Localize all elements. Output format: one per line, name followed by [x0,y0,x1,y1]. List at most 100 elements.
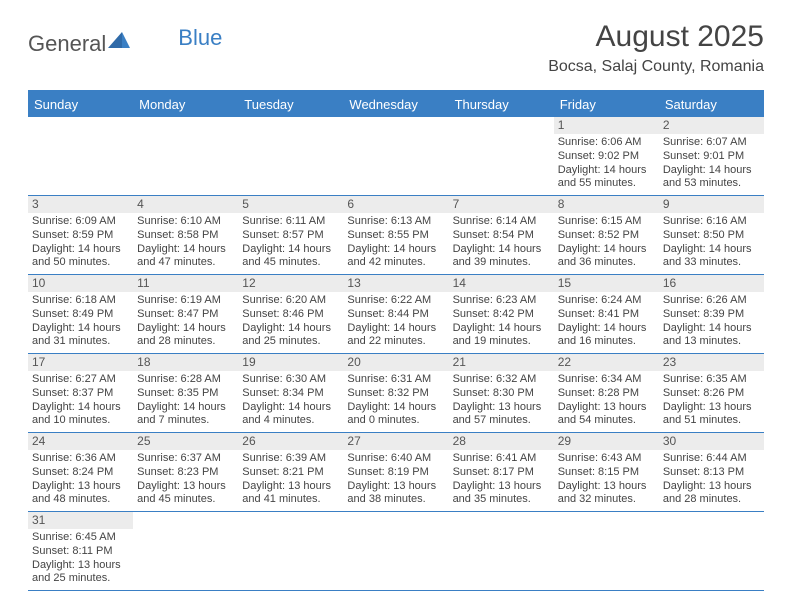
day-cell [238,512,343,590]
daylight1-text: Daylight: 14 hours [32,243,129,257]
sunset-text: Sunset: 8:35 PM [137,387,234,401]
sunset-text: Sunset: 8:57 PM [242,229,339,243]
day-cell: 14Sunrise: 6:23 AMSunset: 8:42 PMDayligh… [449,275,554,353]
daylight2-text: and 55 minutes. [558,177,655,191]
daylight1-text: Daylight: 14 hours [558,164,655,178]
sunrise-text: Sunrise: 6:30 AM [242,373,339,387]
calendar: SundayMondayTuesdayWednesdayThursdayFrid… [28,90,764,591]
day-cell: 21Sunrise: 6:32 AMSunset: 8:30 PMDayligh… [449,354,554,432]
sunrise-text: Sunrise: 6:07 AM [663,136,760,150]
sunset-text: Sunset: 8:49 PM [32,308,129,322]
daylight2-text: and 28 minutes. [663,493,760,507]
daylight1-text: Daylight: 14 hours [137,322,234,336]
daylight1-text: Daylight: 14 hours [663,322,760,336]
daylight2-text: and 32 minutes. [558,493,655,507]
daylight1-text: Daylight: 14 hours [32,401,129,415]
day-number: 16 [659,275,764,292]
daylight1-text: Daylight: 14 hours [347,322,444,336]
day-header-row: SundayMondayTuesdayWednesdayThursdayFrid… [28,92,764,117]
day-cell: 30Sunrise: 6:44 AMSunset: 8:13 PMDayligh… [659,433,764,511]
day-cell: 1Sunrise: 6:06 AMSunset: 9:02 PMDaylight… [554,117,659,195]
sunset-text: Sunset: 8:28 PM [558,387,655,401]
daylight1-text: Daylight: 13 hours [137,480,234,494]
day-number: 8 [554,196,659,213]
sunrise-text: Sunrise: 6:28 AM [137,373,234,387]
sunrise-text: Sunrise: 6:15 AM [558,215,655,229]
daylight2-text: and 13 minutes. [663,335,760,349]
daylight2-text: and 39 minutes. [453,256,550,270]
day-cell: 24Sunrise: 6:36 AMSunset: 8:24 PMDayligh… [28,433,133,511]
day-cell: 28Sunrise: 6:41 AMSunset: 8:17 PMDayligh… [449,433,554,511]
sunrise-text: Sunrise: 6:31 AM [347,373,444,387]
sunset-text: Sunset: 8:58 PM [137,229,234,243]
daylight2-text: and 25 minutes. [242,335,339,349]
sunset-text: Sunset: 8:44 PM [347,308,444,322]
day-cell: 12Sunrise: 6:20 AMSunset: 8:46 PMDayligh… [238,275,343,353]
day-number: 31 [28,512,133,529]
daylight1-text: Daylight: 14 hours [663,243,760,257]
daylight2-text: and 16 minutes. [558,335,655,349]
day-number: 4 [133,196,238,213]
daylight2-text: and 45 minutes. [242,256,339,270]
sunset-text: Sunset: 8:46 PM [242,308,339,322]
day-number: 20 [343,354,448,371]
day-number: 15 [554,275,659,292]
daylight2-text: and 53 minutes. [663,177,760,191]
daylight1-text: Daylight: 13 hours [663,401,760,415]
daylight2-text: and 7 minutes. [137,414,234,428]
daylight1-text: Daylight: 14 hours [137,243,234,257]
day-cell: 13Sunrise: 6:22 AMSunset: 8:44 PMDayligh… [343,275,448,353]
daylight2-text: and 41 minutes. [242,493,339,507]
day-cell: 2Sunrise: 6:07 AMSunset: 9:01 PMDaylight… [659,117,764,195]
day-cell: 22Sunrise: 6:34 AMSunset: 8:28 PMDayligh… [554,354,659,432]
day-cell [238,117,343,195]
sunrise-text: Sunrise: 6:34 AM [558,373,655,387]
daylight2-text: and 0 minutes. [347,414,444,428]
sunset-text: Sunset: 8:24 PM [32,466,129,480]
day-header-cell: Wednesday [343,92,448,117]
daylight1-text: Daylight: 14 hours [347,243,444,257]
sunset-text: Sunset: 8:55 PM [347,229,444,243]
sail-icon [108,28,130,54]
sunrise-text: Sunrise: 6:23 AM [453,294,550,308]
daylight1-text: Daylight: 13 hours [453,480,550,494]
sunset-text: Sunset: 8:59 PM [32,229,129,243]
sunset-text: Sunset: 8:15 PM [558,466,655,480]
sunrise-text: Sunrise: 6:37 AM [137,452,234,466]
day-number: 22 [554,354,659,371]
daylight2-text: and 31 minutes. [32,335,129,349]
daylight1-text: Daylight: 13 hours [558,480,655,494]
sunrise-text: Sunrise: 6:18 AM [32,294,129,308]
day-cell: 31Sunrise: 6:45 AMSunset: 8:11 PMDayligh… [28,512,133,590]
daylight2-text: and 25 minutes. [32,572,129,586]
sunset-text: Sunset: 9:01 PM [663,150,760,164]
sunrise-text: Sunrise: 6:32 AM [453,373,550,387]
day-number: 1 [554,117,659,134]
day-number: 18 [133,354,238,371]
sunrise-text: Sunrise: 6:19 AM [137,294,234,308]
sunset-text: Sunset: 8:34 PM [242,387,339,401]
month-title: August 2025 [548,20,764,54]
day-cell [28,117,133,195]
sunrise-text: Sunrise: 6:26 AM [663,294,760,308]
day-cell [659,512,764,590]
daylight1-text: Daylight: 14 hours [242,243,339,257]
day-cell: 25Sunrise: 6:37 AMSunset: 8:23 PMDayligh… [133,433,238,511]
sunrise-text: Sunrise: 6:41 AM [453,452,550,466]
sunrise-text: Sunrise: 6:13 AM [347,215,444,229]
sunrise-text: Sunrise: 6:24 AM [558,294,655,308]
sunrise-text: Sunrise: 6:27 AM [32,373,129,387]
day-number: 2 [659,117,764,134]
sunset-text: Sunset: 8:30 PM [453,387,550,401]
sunrise-text: Sunrise: 6:35 AM [663,373,760,387]
daylight2-text: and 57 minutes. [453,414,550,428]
sunrise-text: Sunrise: 6:06 AM [558,136,655,150]
daylight2-text: and 47 minutes. [137,256,234,270]
daylight1-text: Daylight: 14 hours [558,243,655,257]
sunrise-text: Sunrise: 6:09 AM [32,215,129,229]
day-number: 29 [554,433,659,450]
daylight2-text: and 35 minutes. [453,493,550,507]
sunset-text: Sunset: 8:17 PM [453,466,550,480]
sunrise-text: Sunrise: 6:36 AM [32,452,129,466]
daylight2-text: and 36 minutes. [558,256,655,270]
